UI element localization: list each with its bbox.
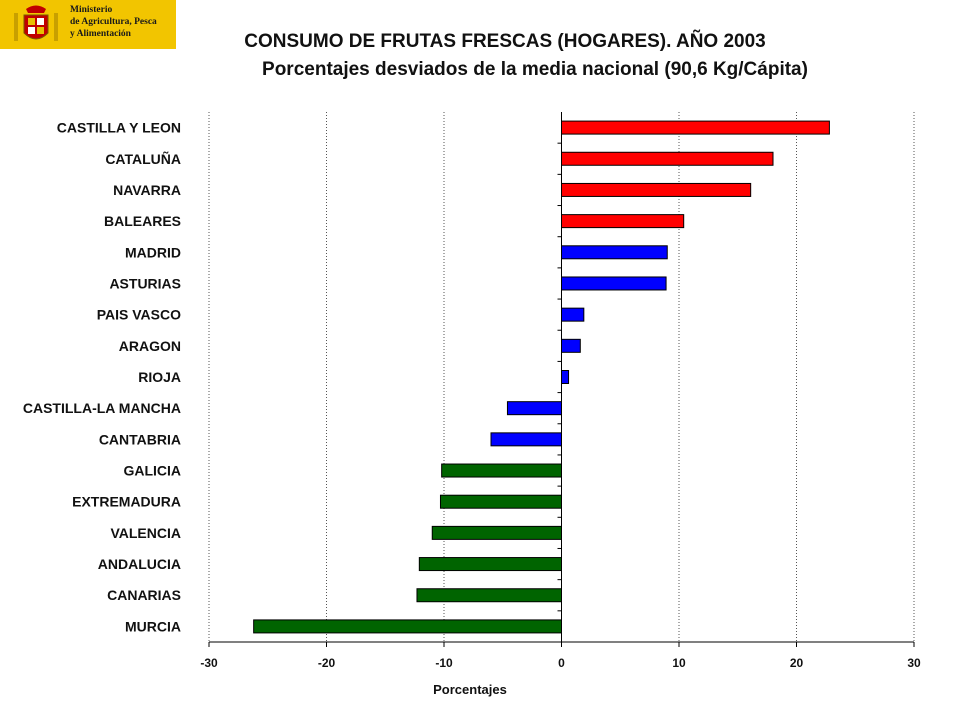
category-label: NAVARRA [113, 182, 181, 198]
bar [561, 120, 830, 135]
bar [561, 214, 685, 229]
bar [561, 276, 667, 291]
bar [561, 182, 752, 197]
chart-title: CONSUMO DE FRUTAS FRESCAS (HOGARES). AÑO… [244, 31, 766, 52]
x-tick-label: -10 [435, 656, 453, 670]
bar [506, 401, 563, 416]
ministry-line-1: Ministerio [70, 5, 113, 15]
category-label: BALEARES [104, 213, 181, 229]
bar [439, 494, 563, 509]
bar [561, 245, 668, 260]
bar [253, 619, 562, 634]
bar [490, 432, 562, 447]
category-label: PAIS VASCO [97, 307, 181, 323]
x-axis-label: Porcentajes [433, 682, 507, 697]
category-label: GALICIA [123, 463, 181, 479]
bar [416, 588, 562, 603]
category-label: ARAGON [119, 338, 181, 354]
chart-subtitle: Porcentajes desviados de la media nacion… [262, 59, 808, 80]
category-label: CANTABRIA [99, 431, 181, 447]
category-label: ASTURIAS [109, 275, 181, 291]
category-label: CATALUÑA [105, 150, 181, 167]
category-label: CANARIAS [107, 587, 181, 603]
category-label: MADRID [125, 244, 181, 260]
ministry-line-3: y Alimentación [70, 29, 131, 39]
category-label: MURCIA [125, 618, 181, 634]
category-label: CASTILLA-LA MANCHA [23, 400, 181, 416]
category-label: ANDALUCIA [98, 556, 181, 572]
bar [561, 307, 585, 322]
category-label: EXTREMADURA [72, 494, 181, 510]
bar [441, 463, 562, 478]
coat-of-arms-icon [14, 5, 58, 41]
category-label: RIOJA [138, 369, 181, 385]
ministry-logo: Ministerio de Agricultura, Pesca y Alime… [0, 0, 176, 49]
x-tick-label: 0 [558, 656, 565, 670]
x-tick-label: 30 [907, 656, 921, 670]
x-tick-label: -30 [200, 656, 218, 670]
bar [561, 338, 581, 353]
ministry-line-2: de Agricultura, Pesca [70, 17, 157, 27]
bar [561, 151, 774, 166]
x-tick-label: 10 [672, 656, 686, 670]
category-label: CASTILLA Y LEON [57, 120, 181, 136]
x-tick-label: 20 [790, 656, 804, 670]
bar [431, 525, 562, 540]
category-label: VALENCIA [110, 525, 181, 541]
bar [418, 557, 563, 572]
bar [561, 370, 570, 384]
x-tick-label: -20 [318, 656, 336, 670]
